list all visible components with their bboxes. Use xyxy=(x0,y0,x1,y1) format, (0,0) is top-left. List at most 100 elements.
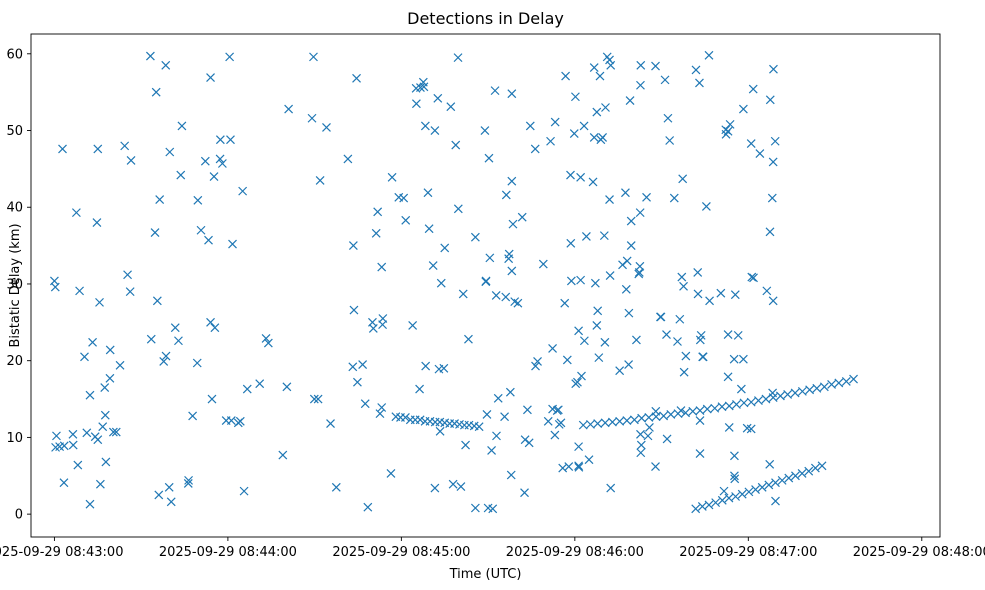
scatter-point xyxy=(695,406,705,415)
scatter-point xyxy=(517,212,527,222)
chart-title: Detections in Delay xyxy=(407,9,564,28)
scatter-point xyxy=(420,121,430,131)
scatter-point xyxy=(166,497,176,507)
scatter-point xyxy=(747,272,757,282)
scatter-point xyxy=(100,410,110,420)
scatter-point xyxy=(849,374,858,384)
scatter-point xyxy=(561,71,571,81)
scatter-point xyxy=(161,60,171,70)
scatter-point xyxy=(423,188,433,198)
scatter-point xyxy=(474,422,484,432)
scatter-point xyxy=(446,102,456,112)
scatter-point xyxy=(451,140,461,150)
scatter-point xyxy=(584,455,594,465)
scatter-point xyxy=(698,352,708,362)
scatter-point xyxy=(261,334,271,343)
scatter-point xyxy=(92,218,102,228)
scatter-point xyxy=(590,278,600,288)
scatter-point xyxy=(322,123,331,132)
scatter-point xyxy=(411,99,421,109)
scatter-point xyxy=(543,416,553,426)
scatter-point xyxy=(754,396,763,406)
y-tick-label: 30 xyxy=(6,277,23,292)
scatter-point xyxy=(520,488,529,498)
scatter-point xyxy=(507,89,517,99)
scatter-point xyxy=(415,415,425,425)
scatter-point xyxy=(95,297,104,307)
scatter-point xyxy=(490,86,500,96)
scatter-point xyxy=(165,147,175,157)
scatter-point xyxy=(730,451,739,461)
scatter-point xyxy=(430,126,440,135)
scatter-point xyxy=(525,121,535,131)
scatter-point xyxy=(578,420,588,430)
scatter-point xyxy=(651,462,660,471)
scatter-point xyxy=(98,422,108,432)
scatter-point xyxy=(593,306,603,316)
scatter-point xyxy=(263,338,273,348)
scatter-point xyxy=(656,312,666,322)
scatter-point xyxy=(152,296,162,306)
scatter-point xyxy=(675,314,685,324)
scatter-point xyxy=(676,406,686,415)
scatter-point xyxy=(810,463,820,473)
y-tick-label: 60 xyxy=(6,47,23,62)
scatter-point xyxy=(702,404,712,414)
scatter-point xyxy=(170,323,180,333)
scatter-point xyxy=(177,121,187,131)
scatter-point xyxy=(615,366,625,376)
scatter-point xyxy=(93,144,103,154)
scatter-point xyxy=(408,320,418,330)
scatter-point xyxy=(765,459,775,469)
scatter-point xyxy=(440,243,450,253)
scatter-point xyxy=(570,92,580,102)
scatter-point xyxy=(797,469,807,478)
scatter-point xyxy=(732,399,741,409)
scatter-point xyxy=(82,428,92,438)
scatter-point xyxy=(226,135,235,145)
scatter-point xyxy=(791,471,800,481)
scatter-point xyxy=(764,480,774,490)
scatter-point xyxy=(533,357,542,366)
scatter-point xyxy=(696,330,706,340)
scatter-point xyxy=(666,409,676,419)
scatter-point xyxy=(309,394,319,404)
y-tick-label: 20 xyxy=(6,354,23,369)
scatter-point xyxy=(738,104,748,114)
scatter-point xyxy=(235,416,245,426)
scatter-point xyxy=(226,416,236,425)
scatter-point xyxy=(669,193,679,203)
scatter-point xyxy=(470,232,480,242)
scatter-point xyxy=(579,121,589,131)
scatter-point xyxy=(176,170,186,180)
scatter-point xyxy=(146,334,156,344)
scatter-point xyxy=(621,284,631,294)
scatter-point xyxy=(768,296,778,306)
scatter-point xyxy=(105,345,115,355)
scatter-point xyxy=(421,361,431,371)
scatter-point xyxy=(634,269,644,279)
scatter-point xyxy=(487,446,496,455)
scatter-point xyxy=(768,157,778,167)
scatter-point xyxy=(68,440,78,450)
scatter-point xyxy=(461,440,470,450)
scatter-point xyxy=(693,289,703,299)
scatter-point xyxy=(717,495,727,505)
scatter-point xyxy=(817,461,827,471)
scatter-point xyxy=(564,462,574,471)
scatter-point xyxy=(681,408,690,418)
scatter-point xyxy=(805,385,815,395)
scatter-point xyxy=(562,355,572,365)
scatter-point xyxy=(507,266,517,276)
scatter-point xyxy=(724,493,734,503)
scatter-point xyxy=(693,268,703,277)
scatter-point xyxy=(635,261,645,271)
scatter-point xyxy=(589,63,599,73)
scatter-point xyxy=(215,135,225,145)
scatter-point xyxy=(95,479,105,489)
scatter-point xyxy=(500,412,510,422)
scatter-point xyxy=(416,83,425,92)
scatter-point xyxy=(651,406,661,416)
scatter-point xyxy=(663,113,673,123)
scatter-point xyxy=(768,388,778,398)
